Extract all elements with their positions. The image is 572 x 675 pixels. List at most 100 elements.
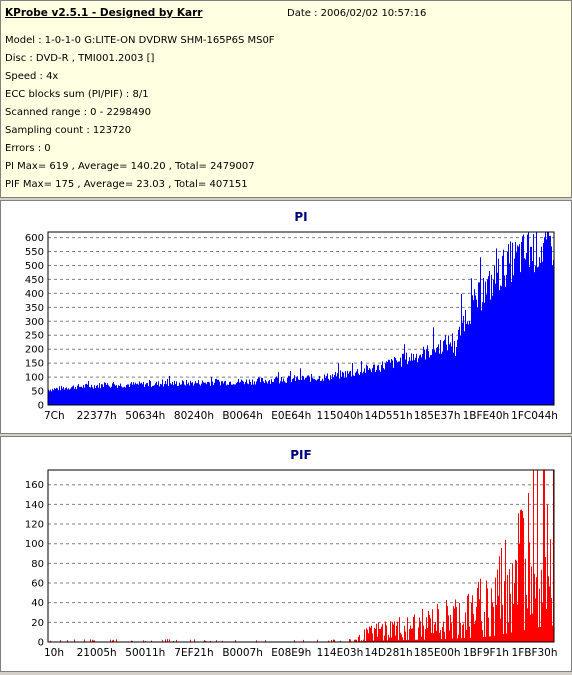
data-bar [494, 265, 495, 405]
data-bar [457, 638, 458, 642]
data-bar [57, 388, 58, 405]
data-bar [468, 324, 469, 405]
y-tick-label: 500 [25, 261, 44, 272]
data-bar [347, 371, 348, 405]
data-bar [545, 232, 546, 405]
data-bar [101, 384, 102, 405]
data-bar [406, 353, 407, 405]
data-bar [442, 351, 443, 405]
data-bar [441, 354, 442, 405]
data-bar [58, 390, 59, 405]
data-bar [500, 286, 501, 405]
data-bar [526, 253, 527, 405]
data-bar [152, 386, 153, 405]
data-bar [320, 381, 321, 405]
data-bar [86, 384, 87, 405]
data-bar [518, 247, 519, 405]
data-bar [520, 272, 521, 405]
data-bar [378, 623, 379, 642]
data-bar [367, 630, 368, 642]
data-bar [521, 242, 522, 405]
data-bar [346, 377, 347, 405]
data-bar [422, 354, 423, 405]
data-bar [458, 635, 459, 642]
data-bar [363, 372, 364, 405]
data-bar [414, 614, 415, 642]
data-bar [476, 300, 477, 405]
data-bar [438, 344, 439, 405]
data-bar [488, 276, 489, 405]
data-bar [108, 385, 109, 405]
data-bar [105, 383, 106, 405]
data-bar [465, 612, 466, 642]
data-bar [370, 369, 371, 405]
data-bar [454, 609, 455, 642]
x-tick-label: 114E03h [317, 647, 364, 659]
data-bar [146, 383, 147, 405]
data-bar [545, 557, 546, 642]
data-bar [471, 278, 472, 405]
data-bar [281, 377, 282, 405]
data-bar [111, 387, 112, 405]
data-bar [533, 470, 534, 642]
data-bar [131, 382, 132, 405]
x-tick-label: 1FBF30h [512, 647, 558, 659]
data-bar [325, 378, 326, 405]
data-bar [134, 385, 135, 405]
data-bar [431, 355, 432, 405]
data-bar [357, 369, 358, 405]
x-tick-label: 185E37h [414, 410, 461, 422]
data-bar [479, 599, 480, 642]
data-bar [205, 383, 206, 405]
data-bar [345, 371, 346, 405]
data-bar [337, 373, 338, 405]
data-bar [409, 629, 410, 642]
data-bar [509, 569, 510, 642]
data-bar [60, 390, 61, 405]
data-bar [318, 379, 319, 405]
data-bar [507, 575, 508, 642]
data-bar [464, 331, 465, 405]
data-bar [508, 622, 509, 642]
data-bar [339, 379, 340, 405]
data-bar [161, 384, 162, 405]
x-tick-label: 1BFE40h [463, 410, 510, 422]
data-bar [200, 386, 201, 405]
data-bar [420, 621, 421, 642]
data-bar [393, 368, 394, 405]
y-tick-label: 300 [25, 317, 44, 328]
data-bar [66, 387, 67, 405]
data-bar [511, 632, 512, 642]
data-bar [319, 376, 320, 405]
data-bar [143, 382, 144, 405]
data-bar [495, 578, 496, 642]
x-tick-label: E08E9h [271, 647, 311, 659]
y-tick-label: 450 [25, 275, 44, 286]
data-bar [452, 333, 453, 405]
data-bar [534, 272, 535, 405]
data-bar [489, 271, 490, 405]
data-bar [404, 344, 405, 405]
data-bar [548, 232, 549, 405]
data-bar [359, 635, 360, 642]
data-bar [299, 380, 300, 405]
data-bar [411, 629, 412, 642]
data-bar [374, 365, 375, 405]
data-bar [84, 388, 85, 405]
data-bar [95, 388, 96, 405]
x-tick-label: 14D281h [364, 647, 412, 659]
data-bar [278, 372, 279, 405]
data-bar [448, 615, 449, 642]
data-bar [522, 236, 523, 405]
data-bar [261, 378, 262, 405]
data-bar [482, 302, 483, 405]
data-bar [522, 511, 523, 642]
data-bar [444, 632, 445, 642]
data-bar [301, 380, 302, 405]
data-bar [409, 357, 410, 405]
data-bar [292, 379, 293, 405]
data-bar [313, 379, 314, 405]
data-bar [505, 287, 506, 405]
